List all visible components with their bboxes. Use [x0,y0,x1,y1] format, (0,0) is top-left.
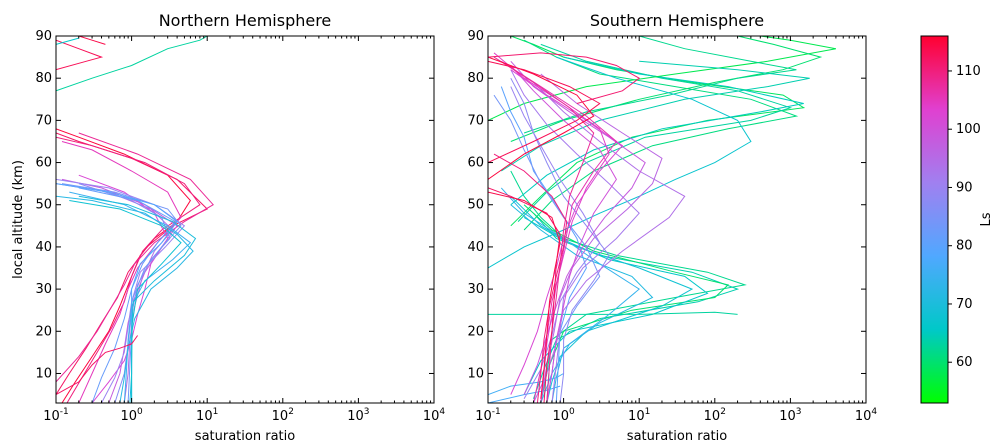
colorbar-tick-label: 100 [956,122,981,137]
series-line [501,60,618,403]
x-axis-label: saturation ratio [627,429,727,444]
y-tick-label: 60 [467,156,484,171]
series-line [488,373,564,396]
series-line [493,153,568,403]
y-tick-label: 80 [467,71,484,86]
y-tick-label: 80 [35,71,52,86]
colorbar-tick-label: 110 [956,64,981,79]
y-axis-label: local altitude (km) [11,160,26,279]
series-line [56,178,186,403]
series-line [510,77,610,403]
x-tick-label: 101 [628,407,650,424]
series-line [78,187,177,403]
x-tick-label: 100 [120,407,143,424]
northern-hemisphere-panel: Northern Hemisphere local altitude (km) … [11,11,445,444]
series-line [56,36,208,92]
x-tick-label: 100 [552,407,575,424]
y-tick-label: 10 [467,366,484,381]
series-line [540,73,663,403]
series-line [488,60,601,164]
series-line [488,311,738,315]
series-line [56,132,214,383]
series-line [510,65,617,403]
x-tick-label: 101 [196,407,218,424]
colorbar-tick-label: 70 [956,297,973,312]
y-tick-label: 60 [35,156,52,171]
series-line [500,86,587,403]
colorbar-tick-label: 80 [956,239,973,254]
y-tick-label: 70 [35,113,52,128]
series-line [523,36,797,134]
y-tick-label: 30 [35,282,52,297]
y-tick-label: 30 [467,282,484,297]
series-line [488,191,561,399]
series-line [510,86,601,400]
series-line [56,39,104,71]
y-tick-label: 40 [35,240,52,255]
x-tick-label: 104 [855,407,878,424]
x-tick-label: 104 [423,407,446,424]
x-tick-label: 10-1 [43,407,69,424]
series-line [56,136,201,403]
x-tick-label: 102 [272,407,294,424]
tick-group: 10-1 100 101 102 103 104 10 20 30 40 50 60 70 80 90 [467,29,877,424]
series-line [488,56,595,180]
series-line [523,204,730,403]
series-line [488,56,752,269]
series-line [510,69,640,403]
y-tick-label: 20 [467,324,484,339]
series-line [56,183,174,403]
series-group [488,36,836,403]
y-tick-label: 50 [467,198,484,213]
colorbar-label: Ls [979,212,992,226]
series-line [56,195,194,403]
y-tick-label: 10 [35,366,52,381]
series-line [69,200,182,403]
series-line [78,195,197,403]
series-line [500,187,641,403]
colorbar-tick-label: 90 [956,180,973,195]
y-tick-label: 50 [35,198,52,213]
x-axis-label: saturation ratio [195,429,295,444]
y-tick-label: 90 [35,29,52,44]
colorbar-gradient [920,35,949,404]
series-group [56,36,214,403]
series-line [78,36,106,45]
panel-title: Southern Hemisphere [590,11,764,30]
y-tick-label: 20 [35,324,52,339]
x-tick-label: 102 [704,407,726,424]
series-line [510,60,646,395]
series-line [56,335,139,396]
colorbar-tick-label: 60 [956,355,973,370]
series-line [510,36,823,142]
series-line [523,39,799,231]
x-tick-label: 103 [347,407,369,424]
series-line [78,183,171,403]
series-line [510,204,654,403]
colorbar: 60 70 80 90 100 110 Ls [920,35,992,404]
y-tick-label: 70 [467,113,484,128]
series-line [501,60,810,172]
tick-group: 10-1 100 101 102 103 104 10 20 30 40 50 60 70 80 90 [35,29,445,424]
series-line [61,141,182,403]
y-tick-label: 40 [467,240,484,255]
series-line [56,37,79,45]
y-tick-label: 90 [467,29,484,44]
series-line [510,56,804,206]
series-line [488,36,836,121]
plot-frame [487,35,867,404]
panel-title: Northern Hemisphere [159,11,332,30]
series-line [488,52,641,104]
plot-frame [55,35,435,404]
x-tick-label: 103 [779,407,801,424]
southern-hemisphere-panel: Southern Hemisphere saturation ratio 10-… [467,11,877,444]
series-line [510,69,624,395]
colorbar-ticks: 60 70 80 90 100 110 [948,64,981,370]
x-tick-label: 10-1 [475,407,501,424]
